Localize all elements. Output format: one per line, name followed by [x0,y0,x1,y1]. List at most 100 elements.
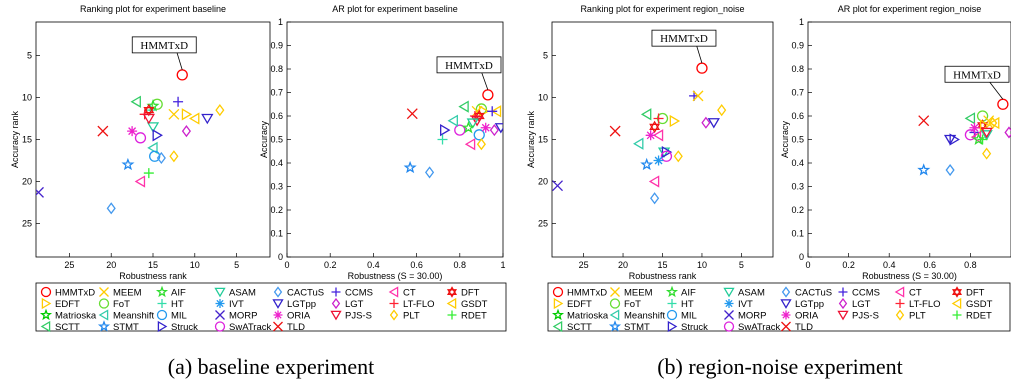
point-aif [461,120,476,134]
legend-item-swatrack: SwATrack [723,321,780,333]
y-tick-label: 10 [538,93,548,103]
point-meem [168,108,180,120]
point-lgt [181,125,191,138]
point-oria [645,130,656,141]
legend-box [35,282,507,332]
legend-label: CT [909,288,922,299]
callout-line [176,52,183,70]
callout-line [696,46,703,64]
legend-item-hmmtxd: HMMTxD [552,286,607,299]
point-lgt [701,116,711,129]
legend-item-fot: FoT [609,298,641,310]
y-tick-label: 20 [22,176,32,186]
legend-label: MEEM [113,288,142,299]
legend-marker [389,299,399,308]
legend-marker [273,286,283,298]
y-tick-label: 0.1 [791,229,804,239]
legend-label: TLD [287,322,305,333]
callout-text: HMMTxD [445,60,493,72]
point-meanshift [147,141,158,155]
legend-marker [781,286,791,298]
y-tick-label: 25 [538,218,548,228]
point-morp [36,186,44,198]
point-lgtpp [707,118,720,129]
point-cactus [156,151,166,165]
y-tick-label: 0.3 [270,182,283,192]
legend-marker [214,287,226,298]
point-swatrack [134,132,147,144]
point-meem [471,105,483,117]
point-sctt [130,95,141,108]
legend-item-cactus: CACTuS [273,286,324,299]
legend-marker [331,287,341,297]
legend-marker [665,285,679,298]
callout-hmmtxd: HMMTxD [131,36,197,70]
point-sctt [964,112,976,125]
legend-item-lgt: LGT [838,297,871,310]
legend-item-meanshift: Meanshift [98,309,155,322]
point-cactus [424,166,435,179]
legend-marker [272,299,284,309]
legend-item-ivt: IVT [215,299,244,310]
point-lgt [1004,126,1011,139]
callout-text: HMMTxD [953,69,1001,81]
legend-label: Meanshift [113,311,155,322]
callout-box [651,29,717,47]
y-tick-label: 20 [538,176,548,186]
legend-marker [388,286,399,298]
points-group [36,69,225,215]
legend-label: MIL [681,311,697,322]
y-tick-label: 0.3 [791,182,804,192]
x-tick-label: 0.8 [964,260,977,270]
y-tick-label: 1 [278,17,283,27]
legend-label: DFT [966,288,985,299]
point-meanshift [633,137,644,150]
callout-hmmtxd: HMMTxD [436,56,502,90]
point-plt [717,104,727,117]
chart-panel-4: 0 0.2 0.4 0.6 0.8 0 0.1 0.2 0.3 0.4 0.5 0.6 0.7 0.8 0.… [780,4,1011,281]
chart-panel-3: 25 20 15 10 5 5 10 15 20 25 Ranking plot for exper… [526,4,774,281]
y-tick-label: 15 [22,135,32,145]
x-tick-label: 20 [106,260,116,270]
legend-marker [40,286,52,298]
legend-label: MIL [171,311,187,322]
legend-label: IVT [738,299,753,310]
legend-marker [952,310,962,320]
legend-item-struck: Struck [667,320,708,333]
legend-marker [157,320,168,333]
point-pjs-s [142,113,155,125]
legend-label: LGT [345,299,364,310]
legend-marker [552,286,564,298]
point-asam [466,118,479,129]
y-tick-label: 0.8 [791,64,804,74]
legend-marker [667,320,678,333]
legend-marker [609,298,621,309]
legend-marker [666,309,678,321]
legend-item-ct: CT [388,286,416,299]
x-tick-label: 0.8 [454,260,467,270]
legend-marker [446,297,457,310]
legend-item-lt-flo: LT-FLO [895,299,941,310]
legend-marker [155,285,169,298]
legend-marker [273,321,283,332]
legend-item-meanshift: Meanshift [609,309,666,322]
legend-marker [215,299,225,308]
point-plt [982,147,992,160]
point-hmmtxd [482,89,494,101]
legend-item-lgt: LGT [331,297,364,310]
point-struck [661,145,673,159]
legend-label: HT [681,299,694,310]
legend-marker [838,297,848,310]
legend-item-fot: FoT [98,298,130,310]
legend-item-sctt: SCTT [40,320,80,333]
legend-label: CACTuS [287,288,324,299]
point-struck [949,133,960,146]
point-cactus [106,202,116,215]
legend-marker [156,309,168,321]
point-pjs-s [470,116,484,127]
legend-item-edft: EDFT [41,297,80,310]
legend-marker [780,299,792,309]
point-dft [143,103,155,117]
legend-label: Matrioska [55,311,97,322]
